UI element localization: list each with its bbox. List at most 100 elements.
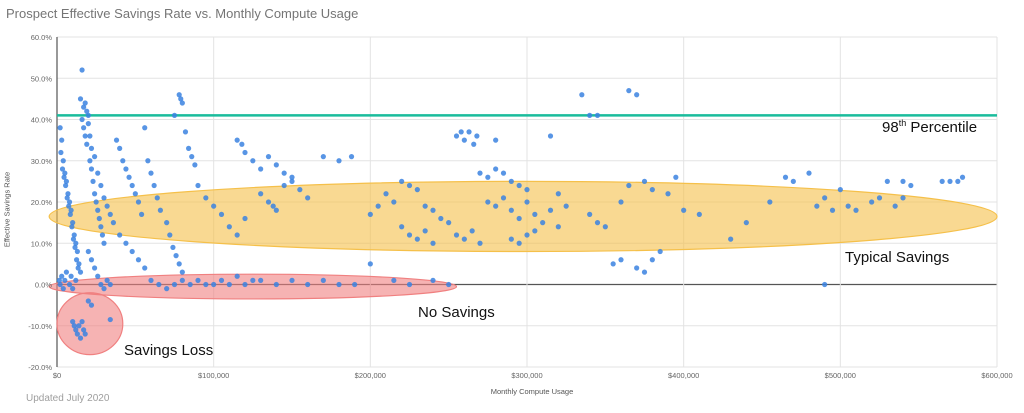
data-point: [72, 244, 78, 250]
data-point: [446, 281, 452, 288]
data-point: [822, 195, 828, 201]
data-point: [814, 203, 820, 209]
data-point: [959, 174, 966, 180]
data-point: [142, 265, 148, 271]
data-point: [120, 158, 126, 164]
savings-loss-annotation: Savings Loss: [124, 342, 214, 359]
data-point: [594, 220, 601, 226]
data-point: [477, 170, 483, 176]
data-point: [281, 170, 287, 176]
data-point: [70, 220, 76, 226]
data-point: [367, 211, 373, 217]
data-point: [649, 257, 655, 263]
data-point: [182, 129, 189, 135]
no-savings-annotation: No Savings: [418, 304, 495, 321]
data-point: [98, 182, 104, 189]
data-point: [142, 125, 148, 131]
x-tick-label: $200,000: [355, 371, 386, 380]
data-point: [876, 195, 883, 201]
data-point: [151, 182, 157, 189]
data-point: [186, 145, 192, 151]
data-point: [92, 154, 98, 160]
data-point: [602, 224, 608, 230]
data-point: [485, 199, 491, 205]
y-tick-label: 40.0%: [31, 116, 53, 125]
data-point: [135, 257, 142, 263]
data-point: [117, 145, 123, 151]
data-point: [85, 248, 91, 255]
data-point: [634, 92, 640, 98]
data-point: [63, 182, 69, 189]
data-point: [641, 269, 648, 275]
data-point: [77, 96, 84, 102]
data-point: [524, 232, 530, 238]
data-point: [438, 215, 444, 222]
data-point: [71, 323, 77, 329]
data-point: [101, 240, 107, 246]
data-point: [88, 302, 95, 308]
data-point: [226, 224, 232, 230]
data-point: [170, 244, 176, 250]
data-point: [242, 215, 248, 222]
data-point: [107, 316, 113, 323]
data-point: [414, 236, 420, 242]
data-point: [203, 281, 209, 288]
region-typical-savings: [48, 180, 998, 253]
data-point: [101, 195, 107, 201]
data-point: [96, 215, 102, 222]
data-point: [555, 224, 561, 230]
data-point: [87, 158, 93, 164]
data-point: [524, 199, 530, 205]
data-point: [289, 178, 295, 184]
data-point: [67, 211, 73, 217]
data-point: [239, 141, 245, 147]
data-point: [79, 116, 85, 123]
y-tick-label: 0.0%: [35, 281, 52, 290]
data-point: [71, 232, 77, 238]
data-point: [61, 174, 67, 180]
data-point: [908, 182, 914, 189]
data-point: [524, 187, 530, 193]
data-point: [250, 158, 256, 164]
data-point: [305, 195, 311, 201]
data-point: [99, 232, 106, 238]
data-points: [56, 67, 966, 341]
percentile-annotation: 98th Percentile: [882, 118, 978, 136]
y-tick-label: -20.0%: [28, 363, 52, 372]
data-point: [211, 203, 217, 209]
data-point: [273, 162, 279, 168]
data-point: [226, 281, 232, 288]
data-point: [610, 261, 616, 267]
data-point: [594, 112, 601, 118]
data-point: [399, 178, 405, 184]
data-point: [75, 265, 81, 271]
data-point: [458, 129, 464, 135]
data-point: [947, 178, 953, 184]
data-point: [516, 215, 522, 222]
data-point: [59, 137, 65, 143]
data-point: [129, 248, 135, 255]
data-point: [806, 170, 812, 176]
data-point: [649, 187, 655, 193]
data-point: [82, 100, 88, 106]
data-point: [81, 327, 87, 333]
data-point: [430, 277, 436, 283]
data-point: [320, 277, 326, 283]
data-point: [74, 331, 80, 337]
x-tick-label: $600,000: [981, 371, 1012, 380]
data-point: [626, 182, 632, 189]
data-point: [555, 191, 561, 197]
data-point: [336, 281, 342, 288]
data-point: [892, 203, 898, 209]
data-point: [73, 327, 79, 333]
data-point: [195, 182, 201, 189]
data-point: [85, 112, 91, 118]
data-point: [391, 199, 397, 205]
data-point: [446, 220, 452, 226]
data-point: [148, 277, 154, 283]
data-point: [939, 178, 945, 184]
data-point: [60, 158, 66, 164]
data-point: [587, 211, 593, 217]
data-point: [68, 207, 74, 213]
data-point: [547, 133, 554, 139]
